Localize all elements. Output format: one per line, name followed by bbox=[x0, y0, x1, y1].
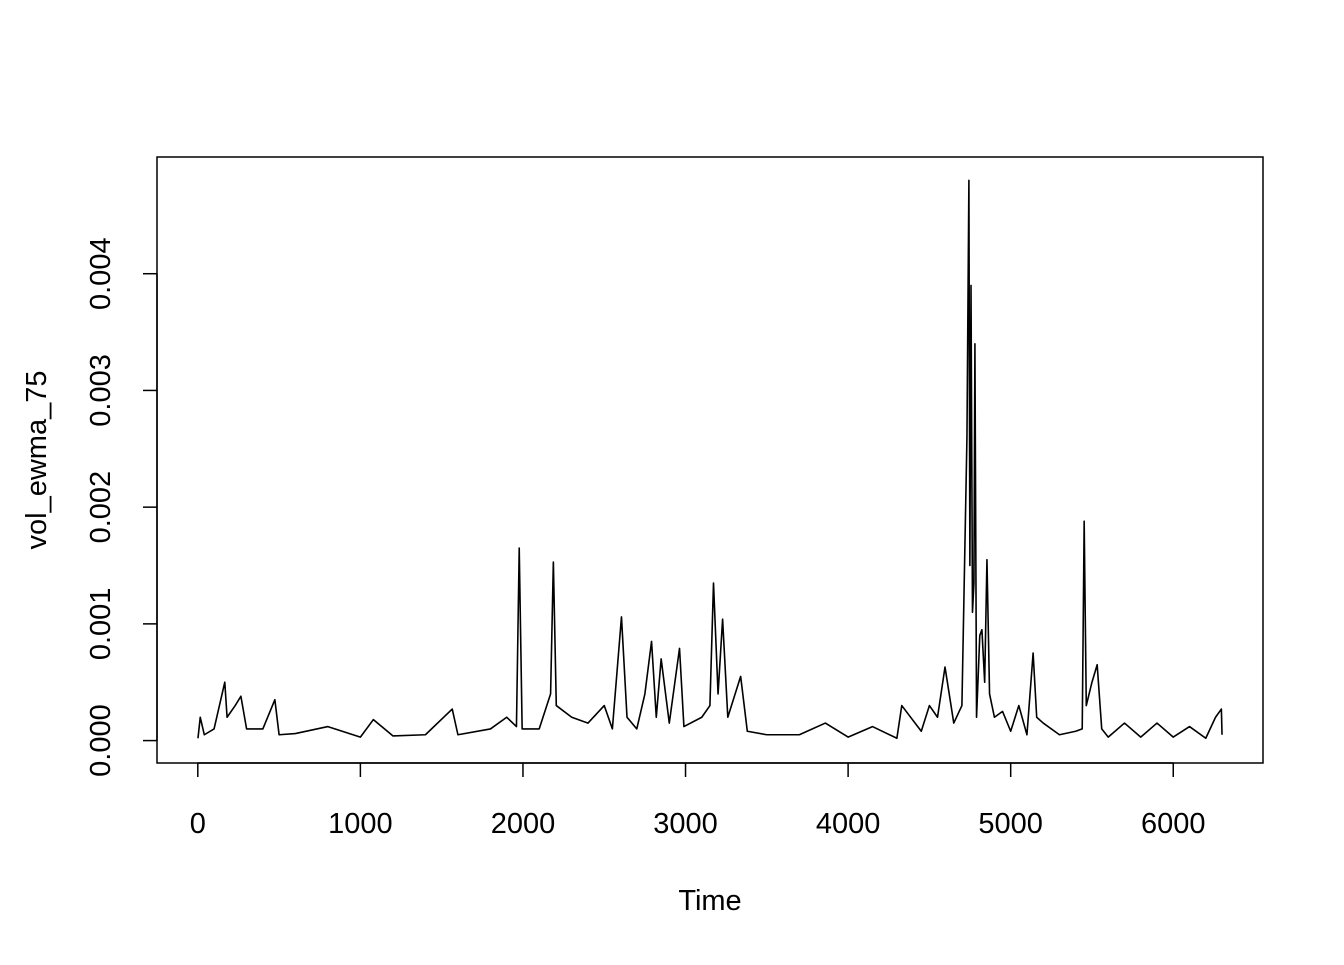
x-tick-label: 0 bbox=[190, 808, 206, 840]
x-axis-label: Time bbox=[678, 885, 741, 917]
y-axis-label: vol_ewma_75 bbox=[21, 371, 53, 550]
y-tick-label: 0.003 bbox=[85, 354, 117, 427]
x-tick-label: 2000 bbox=[491, 808, 556, 840]
x-tick-label: 1000 bbox=[328, 808, 393, 840]
x-tick-label: 4000 bbox=[816, 808, 881, 840]
y-tick-label: 0.004 bbox=[85, 237, 117, 310]
x-tick-label: 6000 bbox=[1141, 808, 1206, 840]
y-tick-label: 0.000 bbox=[85, 704, 117, 777]
x-tick-label: 3000 bbox=[653, 808, 718, 840]
series-line bbox=[197, 179, 1223, 740]
x-tick-label: 5000 bbox=[978, 808, 1043, 840]
y-tick-label: 0.002 bbox=[85, 471, 117, 544]
y-tick-label: 0.001 bbox=[85, 588, 117, 661]
